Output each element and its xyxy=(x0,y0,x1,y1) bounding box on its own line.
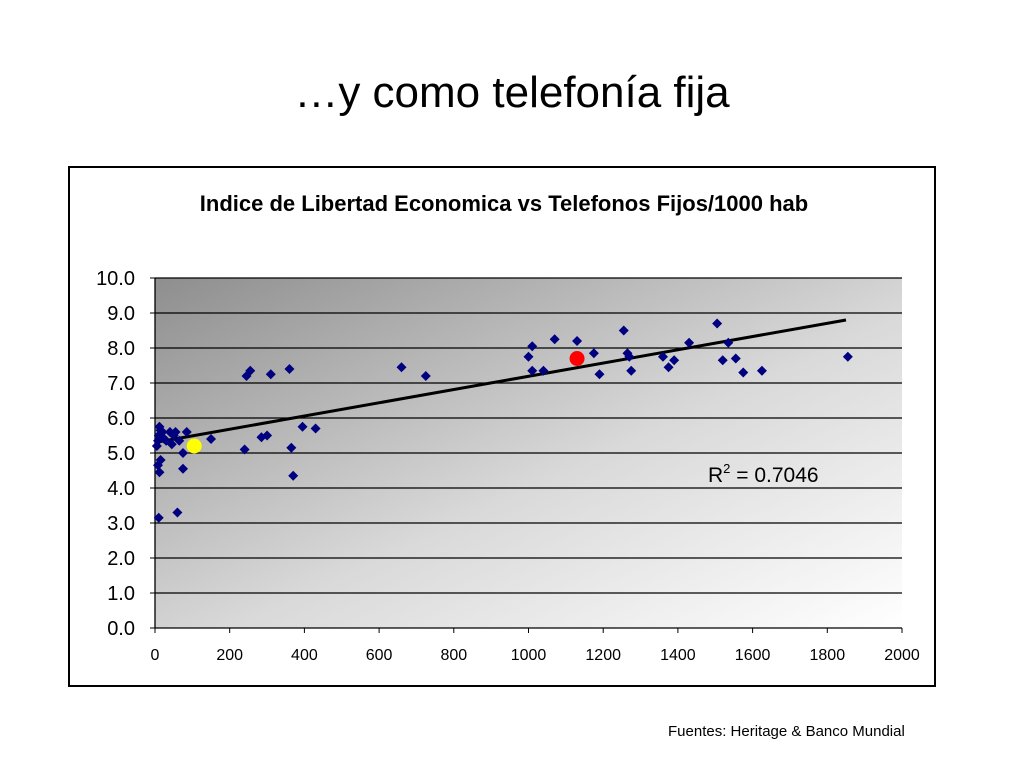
highlight-point xyxy=(186,438,202,454)
r-superscript: 2 xyxy=(723,461,730,476)
data-point-diamond xyxy=(262,430,273,441)
chart-title: Indice de Libertad Economica vs Telefono… xyxy=(200,191,808,216)
x-tick-label: 1800 xyxy=(810,647,846,664)
data-point-diamond xyxy=(396,362,407,373)
y-tick-label: 6.0 xyxy=(107,408,135,430)
y-tick-label: 4.0 xyxy=(107,478,135,500)
y-tick-label: 2.0 xyxy=(107,548,135,570)
x-tick-label: 1200 xyxy=(585,647,621,664)
x-tick-label: 0 xyxy=(151,647,160,664)
data-point-diamond xyxy=(178,463,189,474)
data-point-diamond xyxy=(420,371,431,381)
x-tick-label: 600 xyxy=(366,647,393,664)
x-tick-label: 1600 xyxy=(735,647,771,664)
scatter-chart: Indice de Libertad Economica vs Telefono… xyxy=(96,191,920,664)
x-tick-label: 200 xyxy=(216,647,243,664)
x-tick-label: 1000 xyxy=(511,647,547,664)
data-point-diamond xyxy=(284,364,295,374)
data-point-diamond xyxy=(245,365,256,376)
data-point-diamond xyxy=(153,512,164,523)
chart-frame: Indice de Libertad Economica vs Telefono… xyxy=(68,166,936,687)
data-point-diamond xyxy=(738,367,749,378)
data-point-diamond xyxy=(152,435,163,446)
data-point-diamond xyxy=(286,442,297,453)
data-point-diamond xyxy=(310,423,321,434)
data-point-diamond xyxy=(657,351,668,362)
x-tick-label: 1400 xyxy=(660,647,696,664)
data-point-diamond xyxy=(712,318,723,329)
data-point-diamond xyxy=(717,355,728,366)
y-tick-label: 9.0 xyxy=(107,303,135,325)
data-points xyxy=(151,318,853,523)
data-point-diamond xyxy=(297,421,308,432)
r-squared-value: = 0.7046 xyxy=(730,464,818,487)
r-squared-annotation: R2 = 0.7046 xyxy=(708,461,819,487)
y-tick-label: 5.0 xyxy=(107,443,135,465)
data-point-diamond xyxy=(594,369,605,380)
data-point-diamond xyxy=(181,427,192,437)
data-point-diamond xyxy=(174,435,185,446)
gridlines xyxy=(155,277,902,594)
data-point-diamond xyxy=(256,432,267,443)
data-point-diamond xyxy=(157,427,168,437)
data-point-diamond xyxy=(730,353,741,364)
data-point-diamond xyxy=(663,362,674,373)
data-point-diamond xyxy=(626,365,637,376)
axes xyxy=(150,277,903,633)
data-point-diamond xyxy=(288,470,299,481)
data-point-diamond xyxy=(523,351,534,362)
data-point-diamond xyxy=(206,434,217,444)
y-tick-label: 8.0 xyxy=(107,338,135,360)
data-point-diamond xyxy=(723,337,734,348)
data-point-diamond xyxy=(756,365,767,376)
data-point-diamond xyxy=(538,365,549,376)
slide-title: …y como telefonía fija xyxy=(294,68,730,117)
source-note: Fuentes: Heritage & Banco Mundial xyxy=(668,723,905,740)
data-point-diamond xyxy=(588,348,599,359)
data-point-diamond xyxy=(172,507,183,518)
y-tick-label: 10.0 xyxy=(96,268,135,290)
data-point-diamond xyxy=(527,365,538,376)
y-tick-label: 0.0 xyxy=(107,618,135,640)
data-point-diamond xyxy=(155,455,166,465)
data-point-diamond xyxy=(152,460,163,471)
data-point-diamond xyxy=(842,351,853,362)
data-point-diamond xyxy=(684,337,695,348)
highlight-point xyxy=(569,351,585,366)
data-point-diamond xyxy=(549,334,560,345)
r-symbol: R xyxy=(708,464,723,487)
y-tick-label: 3.0 xyxy=(107,513,135,535)
data-point-diamond xyxy=(170,427,181,437)
data-point-diamond xyxy=(618,325,629,336)
y-tick-label: 7.0 xyxy=(107,373,135,395)
x-tick-label: 2000 xyxy=(884,647,920,664)
data-point-diamond xyxy=(178,448,189,458)
x-tick-label: 400 xyxy=(291,647,318,664)
data-point-diamond xyxy=(572,336,583,346)
tick-labels: 0.0 1.0 2.0 3.0 4.0 5.0 6.0 7.0 8.0 9.0 10.0 0 200 40… xyxy=(96,268,920,664)
data-point-diamond xyxy=(239,444,250,455)
y-tick-label: 1.0 xyxy=(107,583,135,605)
data-point-diamond xyxy=(154,467,165,478)
data-point-diamond xyxy=(669,355,680,366)
x-tick-label: 800 xyxy=(440,647,467,664)
data-point-diamond xyxy=(265,369,276,380)
data-point-diamond xyxy=(166,439,177,450)
data-point-diamond xyxy=(527,341,538,352)
data-point-diamond xyxy=(624,351,635,362)
